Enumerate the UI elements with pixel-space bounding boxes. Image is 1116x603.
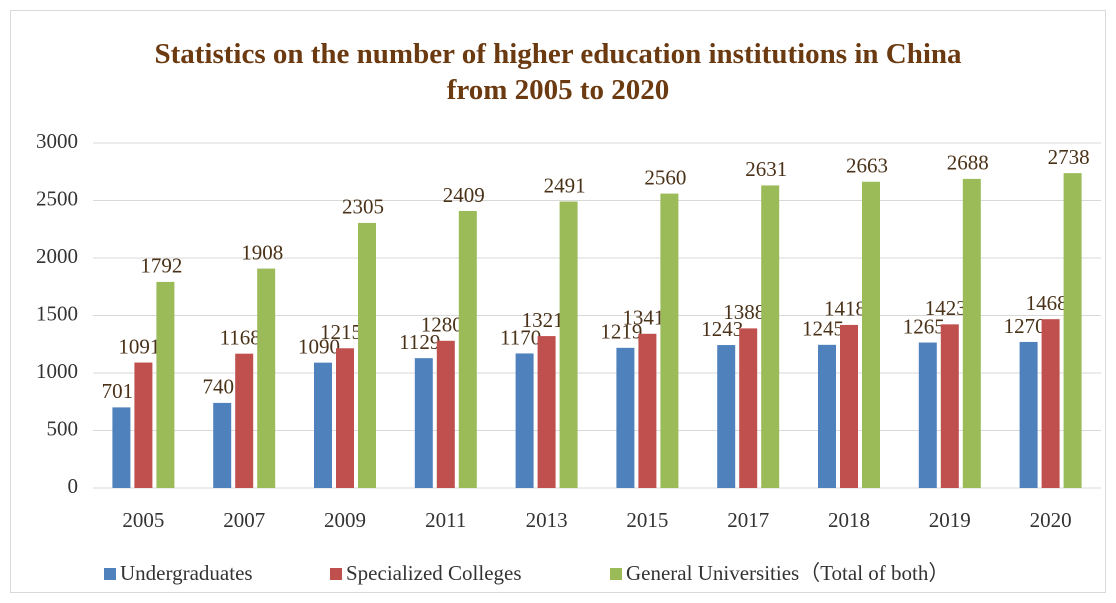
- value-label: 1468: [1026, 291, 1068, 315]
- x-tick-label: 2007: [223, 508, 265, 532]
- value-label: 1168: [220, 325, 261, 349]
- legend-label: Undergraduates: [120, 561, 253, 585]
- bar: [213, 402, 232, 488]
- value-label: 2409: [443, 183, 485, 207]
- x-tick-label: 2005: [122, 508, 164, 532]
- value-label: 1243: [701, 317, 743, 341]
- bar: [717, 345, 736, 488]
- y-tick-label: 3000: [36, 129, 78, 153]
- bar: [314, 362, 332, 488]
- bar: [616, 347, 635, 488]
- value-label: 2305: [342, 195, 384, 219]
- y-tick-label: 2000: [36, 244, 78, 268]
- bar: [739, 328, 758, 488]
- value-label: 1170: [500, 325, 541, 349]
- x-tick-label: 2009: [324, 508, 366, 532]
- value-label: 1908: [241, 240, 283, 264]
- chart-frame: [10, 10, 1106, 593]
- x-tick-label: 2020: [1030, 508, 1072, 532]
- value-label: 1215: [320, 320, 362, 344]
- value-label: 1091: [118, 334, 160, 358]
- value-label: 2631: [745, 157, 787, 181]
- legend-label: General Universities（Total of both）: [626, 561, 949, 585]
- bar: [515, 353, 534, 488]
- y-tick-label: 2500: [36, 186, 78, 210]
- bar: [537, 336, 556, 488]
- value-label: 2560: [644, 165, 686, 189]
- y-tick-label: 500: [47, 416, 79, 440]
- value-label: 1388: [723, 300, 765, 324]
- bar: [1019, 341, 1038, 488]
- value-label: 701: [102, 379, 134, 403]
- value-label: 1219: [600, 320, 642, 344]
- x-tick-label: 2011: [425, 508, 466, 532]
- value-label: 740: [202, 375, 234, 399]
- bar: [761, 185, 780, 488]
- bar: [638, 333, 657, 488]
- value-label: 1090: [298, 334, 340, 358]
- value-label: 1280: [421, 313, 463, 337]
- x-tick-label: 2018: [828, 508, 870, 532]
- x-tick-label: 2015: [626, 508, 668, 532]
- bar: [660, 193, 679, 488]
- value-label: 1321: [522, 308, 564, 332]
- value-label: 2738: [1048, 145, 1090, 169]
- y-tick-label: 1500: [36, 301, 78, 325]
- bar: [414, 358, 433, 488]
- bar: [818, 344, 836, 488]
- bar: [840, 324, 858, 488]
- value-label: 1245: [802, 317, 844, 341]
- value-label: 1129: [399, 330, 440, 354]
- chart-title: Statistics on the number of higher educa…: [154, 38, 962, 106]
- legend-label: Specialized Colleges: [346, 561, 522, 585]
- bar: [458, 210, 477, 488]
- legend-swatch: [610, 568, 622, 580]
- value-label: 1418: [824, 297, 866, 321]
- bar: [134, 362, 153, 488]
- x-tick-label: 2019: [929, 508, 971, 532]
- bar: [559, 201, 578, 488]
- bar: [1063, 173, 1082, 488]
- y-tick-label: 0: [68, 474, 79, 498]
- legend-swatch: [330, 568, 342, 580]
- bar: [940, 324, 959, 488]
- bar: [358, 222, 376, 489]
- bar: [436, 340, 455, 488]
- value-label: 1341: [622, 306, 664, 330]
- value-label: 1265: [903, 314, 945, 338]
- value-label: 1270: [1004, 314, 1046, 338]
- value-label: 2688: [947, 151, 989, 175]
- value-label: 2663: [846, 154, 888, 178]
- bar: [156, 281, 175, 488]
- x-tick-label: 2017: [727, 508, 769, 532]
- value-label: 2491: [544, 173, 586, 197]
- bar: [1041, 319, 1060, 488]
- x-tick-label: 2013: [526, 508, 568, 532]
- bar: [962, 178, 981, 488]
- y-tick-label: 1000: [36, 359, 78, 383]
- bar: [235, 353, 254, 488]
- bar: [862, 181, 880, 488]
- bar: [918, 342, 937, 488]
- legend-swatch: [104, 568, 116, 580]
- value-label: 1423: [925, 296, 967, 320]
- bar: [336, 348, 354, 488]
- bar: [112, 407, 131, 488]
- value-label: 1792: [140, 254, 182, 278]
- bar: [257, 268, 276, 488]
